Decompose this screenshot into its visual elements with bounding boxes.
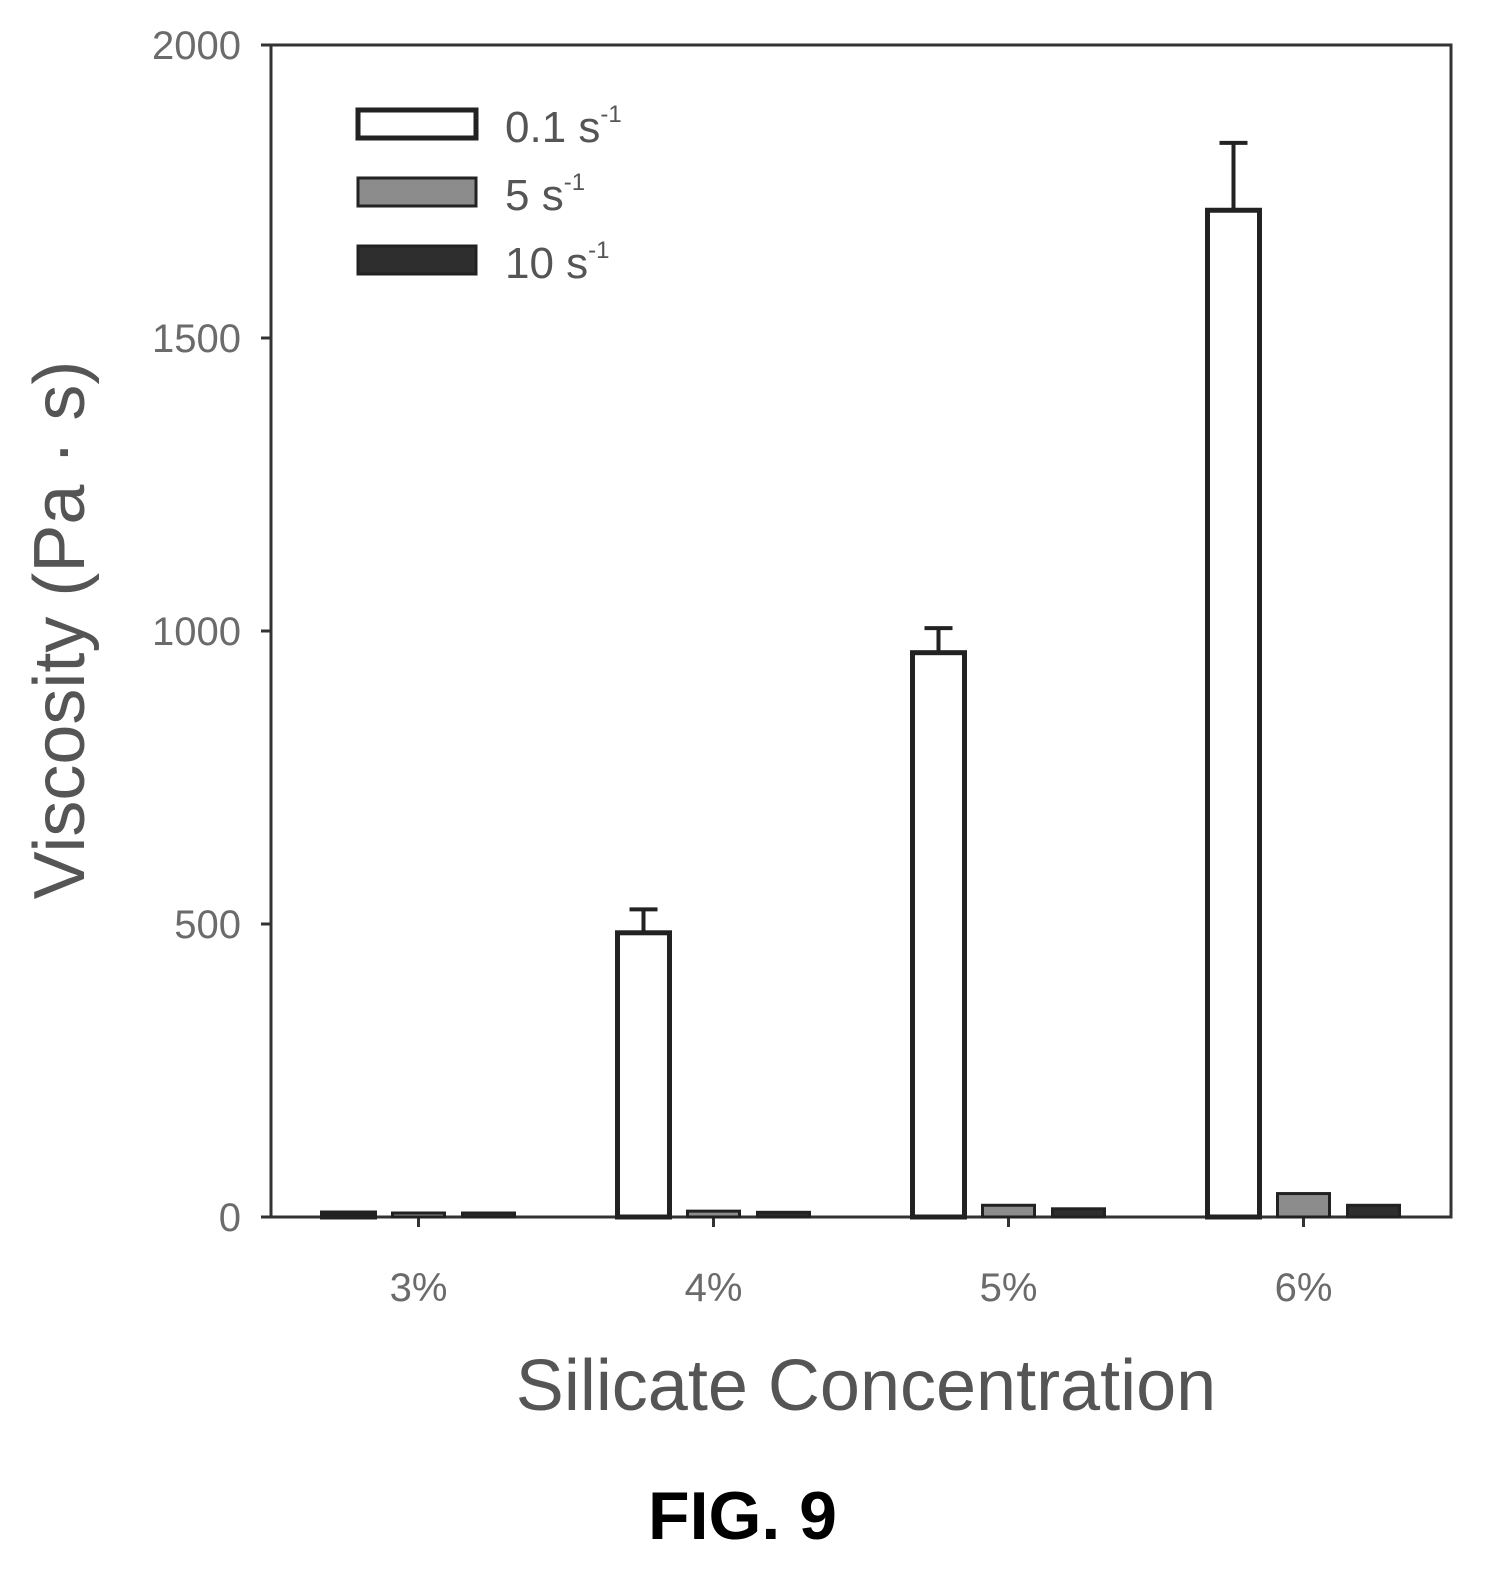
bar-3pct-series-2 xyxy=(461,1211,516,1219)
bar-4pct-series-1 xyxy=(686,1209,741,1219)
legend-label-text: 5 s xyxy=(505,171,564,220)
bar-3pct-series-1 xyxy=(391,1211,446,1219)
legend-swatch-1 xyxy=(356,176,478,208)
legend-label-superscript: -1 xyxy=(564,169,585,196)
x-axis-title: Silicate Concentration xyxy=(516,1346,1216,1426)
bar-4pct-series-2 xyxy=(756,1210,811,1219)
y-tick-label: 1000 xyxy=(152,610,241,654)
legend-swatch-2 xyxy=(356,244,478,276)
bar-5pct-series-2 xyxy=(1051,1207,1106,1219)
y-tick-label: 1500 xyxy=(152,317,241,361)
legend-swatch-0 xyxy=(355,107,479,141)
bar-6pct-series-2 xyxy=(1346,1203,1401,1219)
x-tick-label: 6% xyxy=(1275,1266,1333,1310)
y-tick-label: 2000 xyxy=(152,24,241,68)
bars-group xyxy=(320,140,1401,1220)
bar-4pct-series-0 xyxy=(615,930,672,1220)
legend-label-1: 5 s-1 xyxy=(505,169,585,220)
x-axis: 3% 4% 5% 6% xyxy=(390,1217,1333,1310)
x-tick-label: 3% xyxy=(390,1266,448,1310)
bar-5pct-series-1 xyxy=(981,1203,1036,1219)
figure-caption: FIG. 9 xyxy=(648,1478,837,1554)
y-axis-title: Viscosity (Pa · s) xyxy=(20,361,100,900)
legend-label-text: 0.1 s xyxy=(505,103,600,152)
legend-label-superscript: -1 xyxy=(600,101,621,128)
legend-label-0: 0.1 s-1 xyxy=(505,101,622,152)
x-tick-label: 5% xyxy=(980,1266,1038,1310)
plot-area-frame xyxy=(269,43,1453,1219)
y-tick-label: 0 xyxy=(219,1196,241,1240)
legend-label-superscript: -1 xyxy=(588,237,609,264)
bar-6pct-series-0 xyxy=(1205,207,1262,1220)
bar-6pct-series-1 xyxy=(1276,1192,1331,1219)
legend: 0.1 s-15 s-110 s-1 xyxy=(355,101,622,288)
bar-5pct-series-0 xyxy=(910,650,967,1220)
x-tick-label: 4% xyxy=(685,1266,743,1310)
y-axis: 0 500 1000 1500 2000 xyxy=(152,24,271,1240)
y-tick-label: 500 xyxy=(174,903,241,947)
legend-label-text: 10 s xyxy=(505,239,588,288)
bar-3pct-series-0 xyxy=(320,1210,377,1220)
legend-label-2: 10 s-1 xyxy=(505,237,610,288)
